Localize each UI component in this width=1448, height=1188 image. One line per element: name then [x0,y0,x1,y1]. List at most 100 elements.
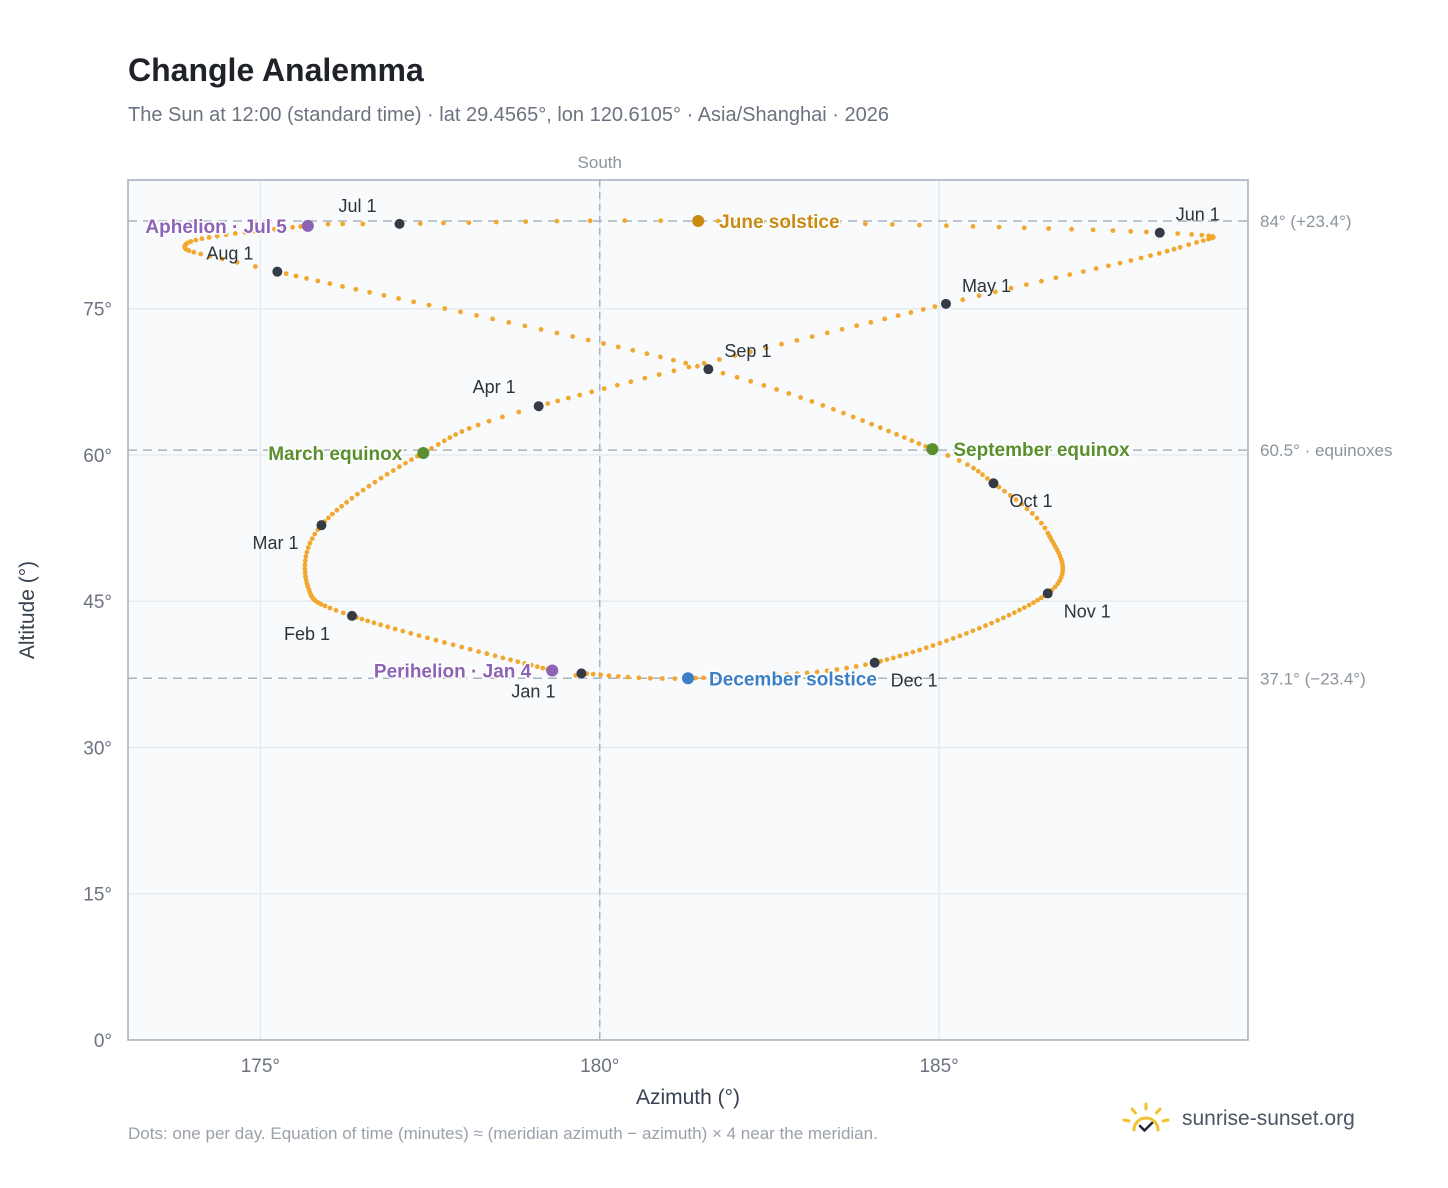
daily-sun-dot [1002,488,1007,494]
daily-sun-dot [466,220,472,226]
daily-sun-dot [834,667,840,672]
daily-sun-dot [976,625,982,631]
daily-sun-dot [937,640,943,646]
daily-sun-dot [475,422,481,428]
daily-sun-dot [538,327,544,332]
daily-sun-dot [630,347,636,353]
daily-sun-dot [971,465,976,471]
daily-sun-dot [1067,272,1073,277]
daily-sun-dot [1110,228,1116,234]
daily-sun-dot [760,219,766,225]
daily-sun-dot [923,645,929,651]
daily-sun-dot [764,673,770,678]
daily-sun-dot [836,220,841,226]
daily-sun-dot [810,220,815,226]
event-markers: June solstice March equinox September equi… [144,210,1132,691]
daily-sun-dot [850,414,856,420]
daily-sun-dot [672,676,678,681]
event-label: March equinox [268,444,403,465]
daily-sun-dot [995,618,1000,623]
x-tick-label: 185° [919,1056,958,1077]
daily-sun-dot [1171,246,1177,252]
daily-sun-dot [522,661,528,666]
daily-sun-dot [786,391,792,396]
brand-link[interactable]: sunrise-sunset.org [1120,1102,1355,1136]
daily-sun-dot [820,403,826,408]
daily-sun-dot [1012,610,1017,616]
month-marker-label: Jun 1 [1176,205,1220,225]
daily-sun-dot [917,222,922,228]
daily-sun-dot [441,220,446,226]
daily-sun-dot [1206,233,1212,239]
daily-sun-dot [1138,255,1144,261]
daily-sun-dot [960,297,966,303]
month-marker-label: Oct 1 [1009,491,1052,511]
daily-sun-dot [242,229,248,235]
reference-line-label: 84° (+23.4°) [1260,212,1352,231]
daily-sun-dot [566,395,571,401]
daily-sun-dot [416,633,422,638]
daily-sun-dot [671,357,676,363]
daily-sun-dot [534,664,540,670]
daily-sun-dot [614,382,620,388]
daily-sun-dot [403,460,408,466]
daily-sun-dot [528,662,534,668]
daily-sun-dot [1042,525,1048,531]
month-marker-label: Jan 1 [511,681,555,701]
chart-title: Changle Analemma [128,52,424,88]
daily-sun-dot [1164,248,1170,254]
daily-sun-dot [340,284,345,289]
brand-name: sunrise-sunset.org [1182,1107,1355,1130]
daily-sun-dot [458,309,463,315]
daily-sun-dot [658,218,664,224]
daily-sun-dot [984,476,990,481]
daily-sun-dot [408,630,414,636]
daily-sun-dot [1035,597,1040,603]
daily-sun-dot [589,389,595,395]
month-marker-label: May 1 [962,276,1011,296]
daily-sun-dot [1186,242,1192,248]
daily-sun-dot [841,410,846,416]
daily-sun-dot [798,395,803,400]
daily-sun-dot [854,323,860,329]
month-marker [272,266,283,277]
daily-sun-dot [198,251,204,257]
daily-sun-dot [1177,244,1183,250]
daily-sun-dot [272,226,277,232]
daily-sun-dot [964,631,969,636]
daily-sun-dot [628,379,634,385]
daily-sun-dot [290,224,295,230]
daily-sun-dot [516,409,522,415]
daily-sun-dot [636,675,642,681]
daily-sun-dot [585,337,591,343]
daily-sun-dot [474,313,479,318]
daily-sun-dot [1022,605,1027,610]
month-marker-label: Dec 1 [891,671,938,691]
month-markers: Jan 1 Feb 1 Mar 1 Apr 1 May 1 Jun 1 Jul 1 Aug 1… [206,196,1219,702]
event-marker [301,219,314,232]
daily-sun-dot [1046,226,1051,231]
daily-sun-dot [214,233,220,239]
daily-sun-dot [1013,497,1019,503]
daily-sun-dot [1144,229,1149,235]
daily-sun-dot [206,235,212,240]
event-label: December solstice [709,669,877,690]
month-marker [316,520,327,531]
month-marker [347,610,357,621]
footnote: Dots: one per day. Equation of time (min… [128,1124,878,1143]
x-tick-label: 180° [580,1056,619,1077]
y-axis-label: Altitude (°) [16,561,39,659]
event-marker [692,214,705,227]
daily-sun-dot [1148,253,1153,258]
daily-sun-dot [587,218,593,224]
daily-sun-dot [322,603,328,609]
daily-sun-dot [302,558,308,564]
daily-sun-dot [442,306,448,311]
daily-sun-dot [701,675,706,681]
event-marker [546,664,559,677]
daily-sun-dot [909,438,915,444]
daily-sun-dot [809,334,815,339]
daily-sun-dot [327,605,333,611]
daily-sun-dot [908,310,914,315]
daily-sun-dot [429,446,434,451]
